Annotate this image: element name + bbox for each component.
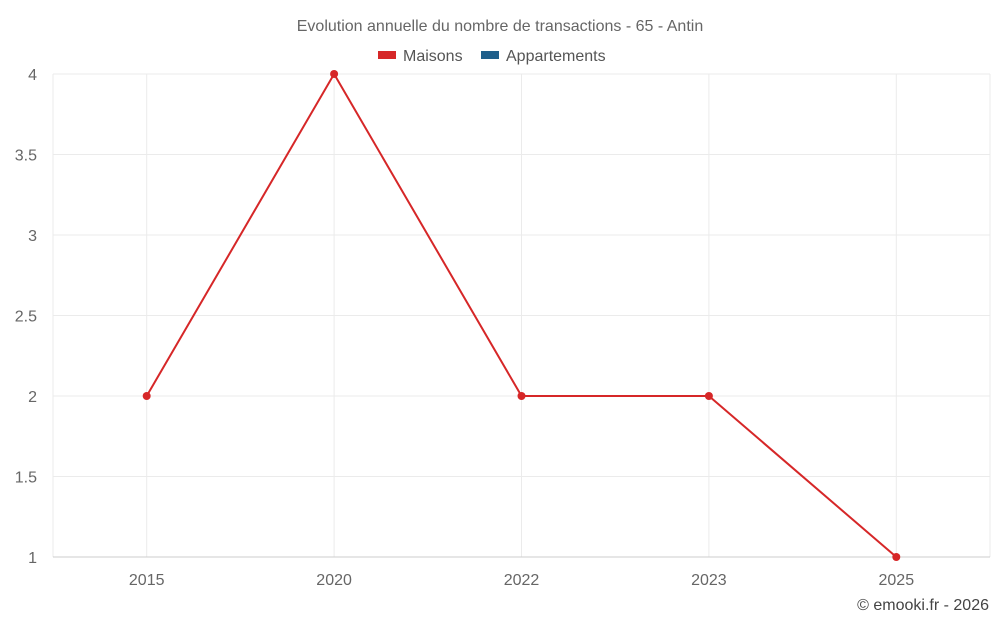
legend-swatch-appartements: [481, 51, 499, 59]
x-tick-labels: 2015 2020 2022 2023 2025: [129, 572, 914, 589]
data-point-maisons-2025[interactable]: [892, 553, 901, 561]
legend: Maisons Appartements: [378, 48, 606, 65]
data-point-maisons-2022[interactable]: [517, 392, 526, 400]
y-tick-labels: 1 1.5 2 2.5 3 3.5 4: [15, 67, 37, 567]
legend-swatch-maisons: [378, 51, 396, 59]
x-gridlines: [52, 74, 991, 557]
x-tick-label: 2015: [129, 572, 165, 589]
series-group: [142, 70, 901, 561]
y-tick-label: 3.5: [15, 148, 37, 165]
data-point-maisons-2020[interactable]: [330, 70, 339, 78]
y-tick-label: 3: [28, 228, 37, 245]
y-tick-label: 1: [28, 550, 37, 567]
legend-item-appartements[interactable]: Appartements: [481, 48, 606, 65]
data-point-maisons-2023[interactable]: [704, 392, 713, 400]
chart-title: Evolution annuelle du nombre de transact…: [297, 18, 703, 35]
x-tick-label: 2022: [504, 572, 540, 589]
data-point-maisons-2015[interactable]: [142, 392, 151, 400]
y-tick-label: 4: [28, 67, 37, 84]
legend-label-maisons: Maisons: [403, 48, 463, 65]
credit-text: © emooki.fr - 2026: [857, 597, 989, 614]
x-tick-label: 2020: [316, 572, 352, 589]
x-tick-label: 2023: [691, 572, 727, 589]
y-tick-label: 1.5: [15, 470, 37, 487]
y-tick-label: 2: [28, 389, 37, 406]
legend-item-maisons[interactable]: Maisons: [378, 48, 463, 65]
y-tick-label: 2.5: [15, 309, 37, 326]
legend-label-appartements: Appartements: [506, 48, 606, 65]
x-tick-label: 2025: [879, 572, 915, 589]
